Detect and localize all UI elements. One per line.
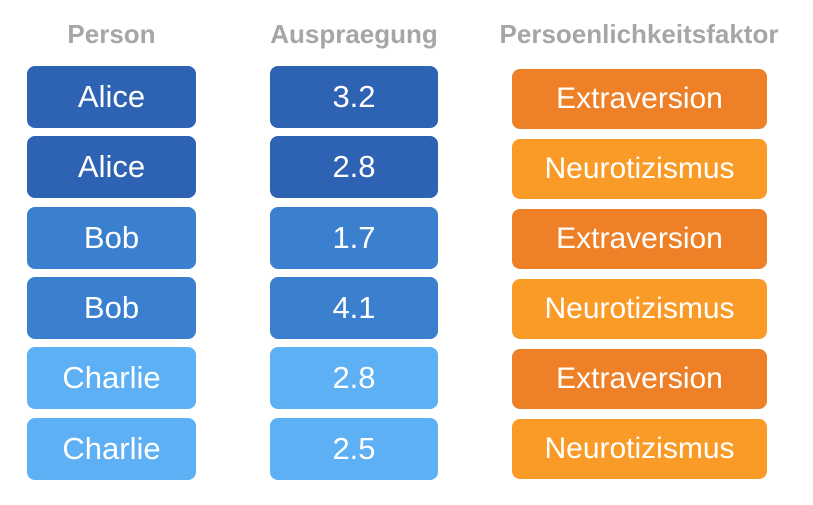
- factor-cell: Neurotizismus: [512, 419, 767, 479]
- header-person: Person: [67, 19, 156, 49]
- factor-cell: Neurotizismus: [512, 139, 767, 199]
- person-cell: Bob: [27, 277, 196, 339]
- value-cell: 2.8: [270, 136, 438, 198]
- person-cell: Charlie: [27, 347, 196, 409]
- person-cell: Bob: [27, 207, 196, 269]
- factor-cell: Extraversion: [512, 349, 767, 409]
- factor-cell: Extraversion: [512, 69, 767, 129]
- person-cell: Alice: [27, 66, 196, 128]
- person-cell: Charlie: [27, 418, 196, 480]
- value-cell: 2.8: [270, 347, 438, 409]
- value-cell: 4.1: [270, 277, 438, 339]
- person-cell: Alice: [27, 136, 196, 198]
- factor-cell: Extraversion: [512, 209, 767, 269]
- header-persoenlichkeitsfaktor: Persoenlichkeitsfaktor: [499, 19, 779, 49]
- header-auspraegung: Auspraegung: [270, 19, 438, 49]
- factor-cell: Neurotizismus: [512, 279, 767, 339]
- value-cell: 2.5: [270, 418, 438, 480]
- value-cell: 1.7: [270, 207, 438, 269]
- value-cell: 3.2: [270, 66, 438, 128]
